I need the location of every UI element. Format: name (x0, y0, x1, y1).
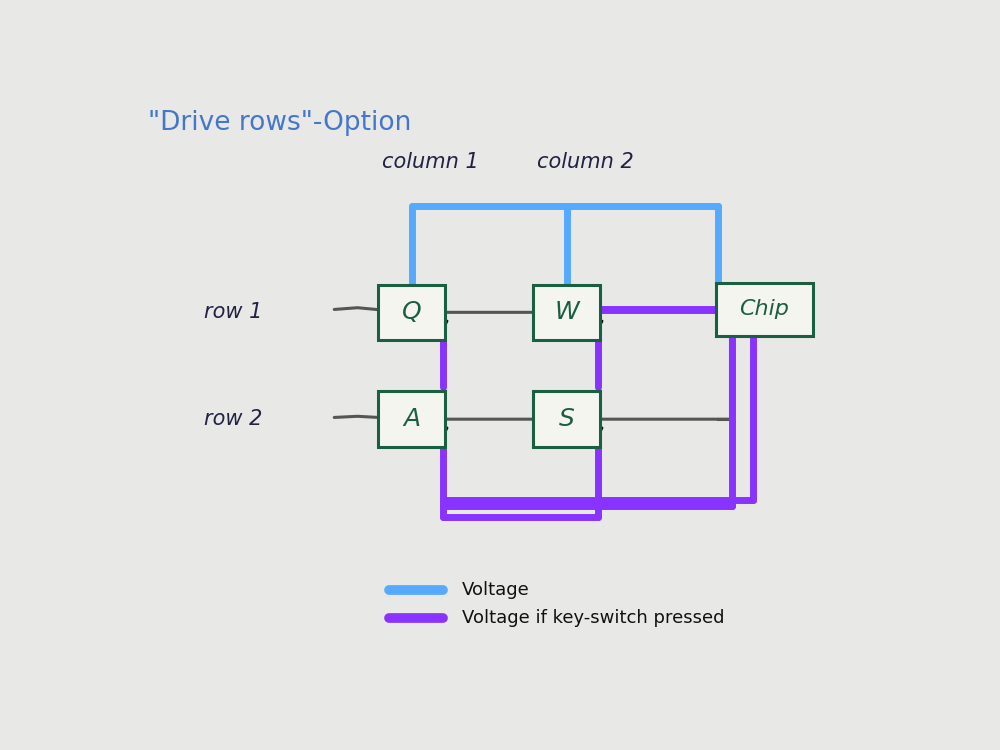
Text: row 1: row 1 (204, 302, 263, 322)
FancyBboxPatch shape (378, 284, 445, 340)
FancyBboxPatch shape (533, 284, 600, 340)
FancyBboxPatch shape (533, 392, 600, 447)
Text: Voltage: Voltage (462, 580, 530, 598)
Text: "Drive rows"-Option: "Drive rows"-Option (148, 110, 412, 136)
Text: Voltage if key-switch pressed: Voltage if key-switch pressed (462, 610, 725, 628)
Text: column 2: column 2 (537, 152, 634, 172)
Text: column 1: column 1 (382, 152, 479, 172)
FancyBboxPatch shape (378, 392, 445, 447)
Text: W: W (554, 300, 579, 324)
Text: Q: Q (402, 300, 422, 324)
Text: row 2: row 2 (204, 410, 263, 429)
FancyBboxPatch shape (716, 284, 813, 336)
Text: Chip: Chip (739, 299, 789, 320)
Text: S: S (559, 407, 575, 431)
Text: A: A (403, 407, 420, 431)
